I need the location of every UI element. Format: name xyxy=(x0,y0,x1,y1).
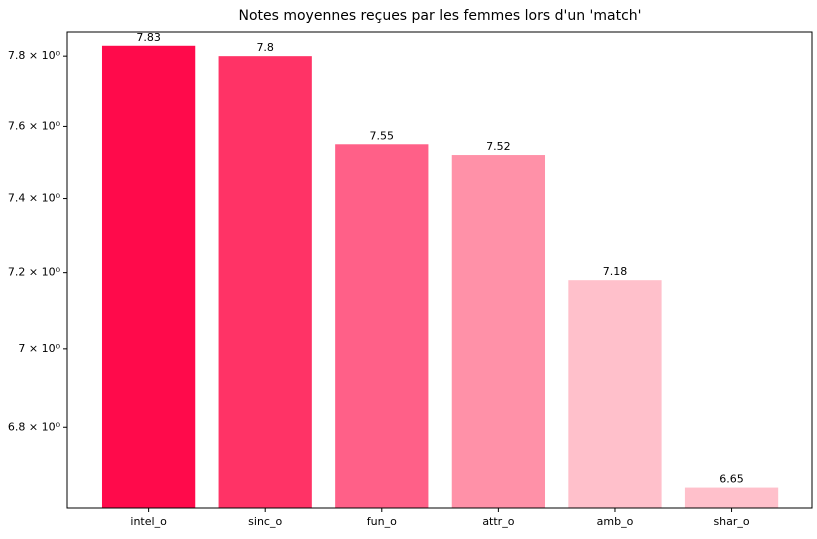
x-tick-label: fun_o xyxy=(367,515,397,528)
data-label: 7.55 xyxy=(370,129,395,142)
y-tick-label: 6.8 × 10⁰ xyxy=(8,420,61,433)
y-tick-label: 7 × 10⁰ xyxy=(18,342,60,355)
x-tick-label: shar_o xyxy=(713,515,749,528)
x-tick-label: sinc_o xyxy=(248,515,282,528)
data-label: 7.52 xyxy=(486,140,511,153)
x-tick-label: amb_o xyxy=(597,515,634,528)
data-label: 6.65 xyxy=(719,473,744,486)
chart-title: Notes moyennes reçues par les femmes lor… xyxy=(238,8,641,24)
bar xyxy=(218,56,312,509)
data-label: 7.8 xyxy=(256,41,274,54)
bar xyxy=(451,155,546,508)
y-tick-label: 7.8 × 10⁰ xyxy=(8,49,61,62)
y-tick-label: 7.6 × 10⁰ xyxy=(8,119,61,132)
bar xyxy=(684,487,779,508)
bar xyxy=(101,45,196,509)
x-tick-label: intel_o xyxy=(130,515,167,528)
x-tick-label: attr_o xyxy=(482,515,514,528)
y-tick-label: 7.4 × 10⁰ xyxy=(8,192,61,205)
plot-frame xyxy=(66,31,813,509)
bar xyxy=(568,280,662,508)
data-label: 7.83 xyxy=(136,31,161,44)
y-tick-label: 7.2 × 10⁰ xyxy=(8,266,61,279)
bar xyxy=(335,144,429,509)
data-label: 7.18 xyxy=(603,265,628,278)
